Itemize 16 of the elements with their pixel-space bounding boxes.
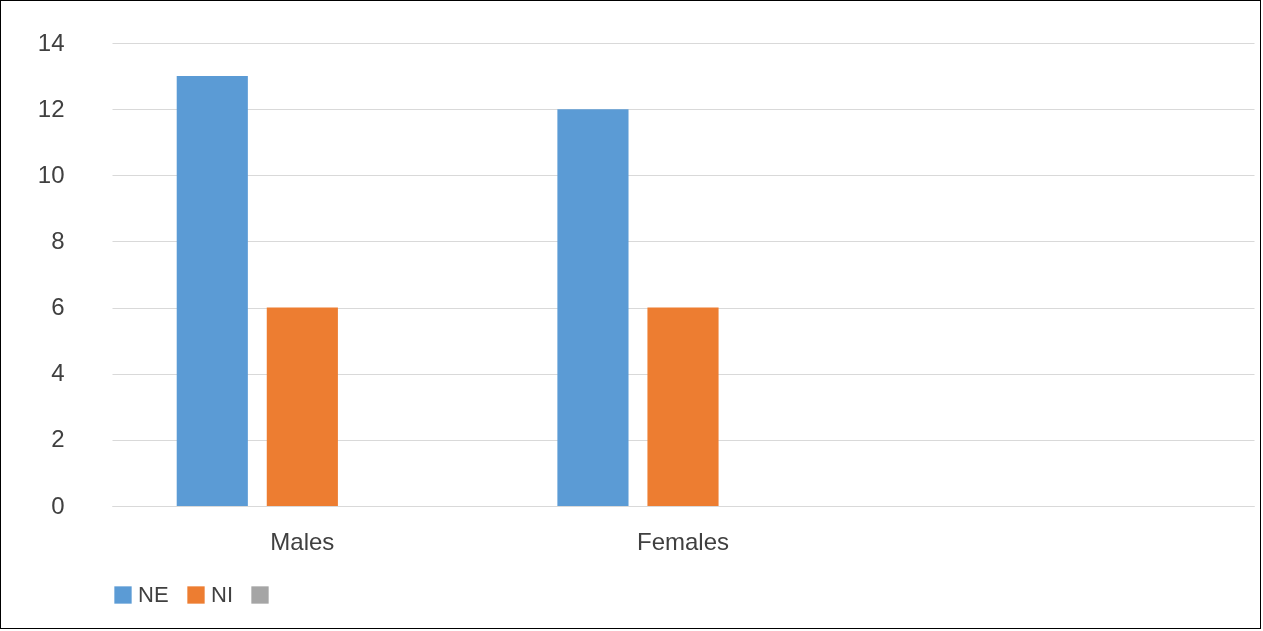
y-tick-label: 8 (51, 226, 65, 254)
y-tick-label: 0 (51, 491, 65, 519)
y-tick-label: 12 (37, 94, 65, 122)
x-tick-label: Males (270, 527, 335, 555)
y-tick-label: 2 (51, 425, 65, 453)
y-tick-label: 14 (37, 28, 65, 56)
y-tick-label: 6 (51, 293, 65, 321)
y-tick-label: 10 (37, 160, 65, 188)
x-tick-label: Females (636, 527, 730, 555)
bar (176, 76, 248, 506)
bar (647, 307, 719, 506)
bar (266, 307, 338, 506)
legend-label: NI (211, 582, 233, 607)
legend-label: NE (138, 582, 169, 607)
y-tick-label: 4 (51, 359, 65, 387)
bar (557, 109, 629, 506)
